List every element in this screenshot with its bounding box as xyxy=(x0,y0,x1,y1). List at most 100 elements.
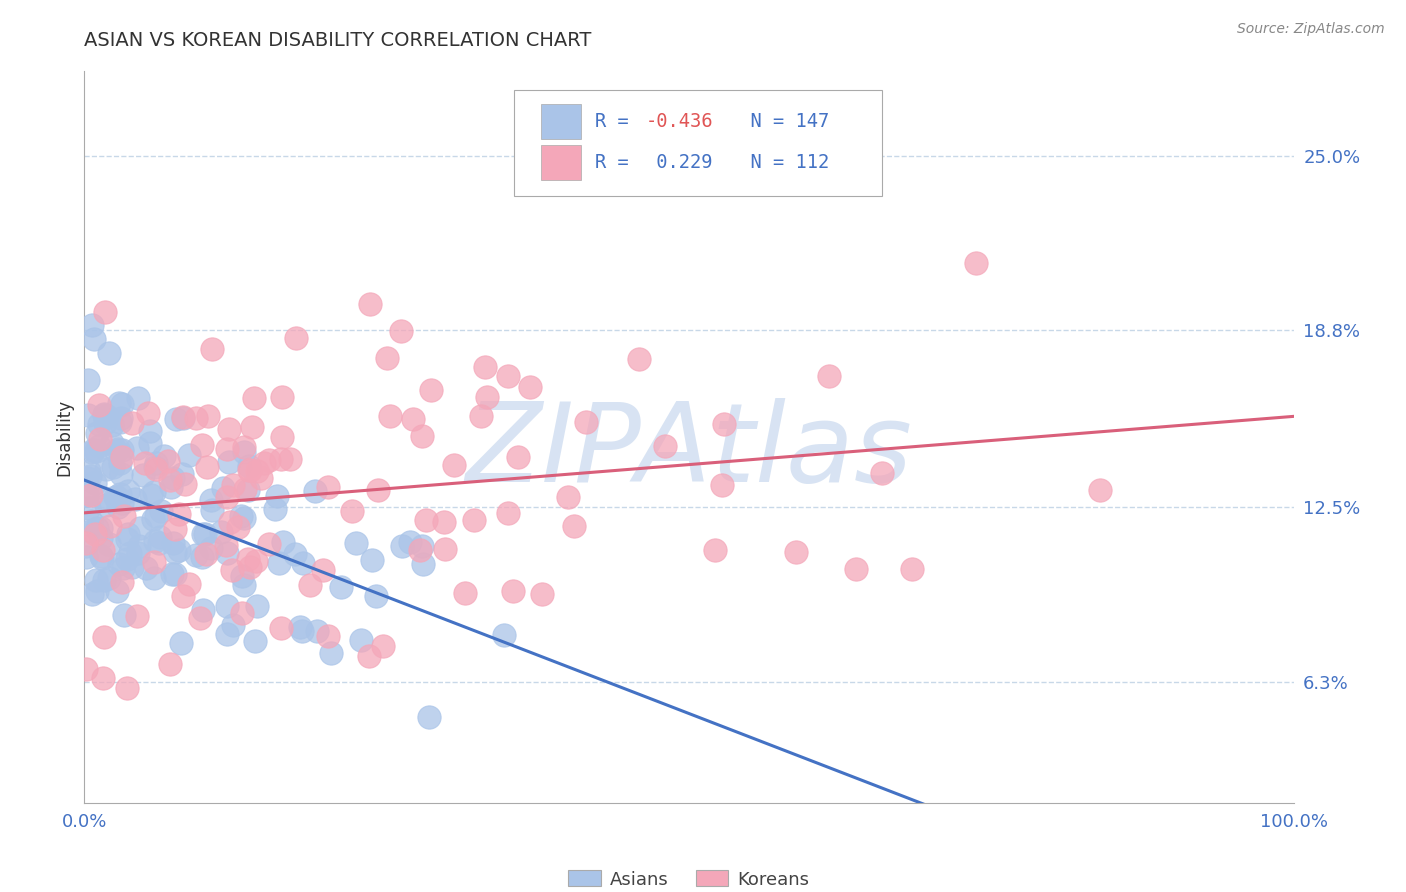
Point xyxy=(139,424,162,438)
Point xyxy=(433,516,456,530)
Point xyxy=(80,488,103,502)
Point xyxy=(125,441,148,455)
Point xyxy=(215,442,238,456)
Point xyxy=(304,484,326,499)
Point xyxy=(330,580,353,594)
Point xyxy=(89,433,111,447)
FancyBboxPatch shape xyxy=(541,104,581,139)
Point xyxy=(160,480,183,494)
Point xyxy=(319,646,342,660)
Point xyxy=(75,488,97,502)
Point xyxy=(226,520,249,534)
Point xyxy=(94,305,117,319)
Point xyxy=(219,515,242,529)
Point xyxy=(93,491,115,505)
Point xyxy=(165,566,187,581)
Point xyxy=(143,534,166,549)
Text: R =: R = xyxy=(595,153,640,172)
Point xyxy=(172,467,194,482)
Text: ZIPAtlas: ZIPAtlas xyxy=(465,398,912,505)
Point xyxy=(506,450,529,464)
Point xyxy=(238,459,260,474)
Point xyxy=(470,409,492,423)
Point xyxy=(453,586,475,600)
Point xyxy=(364,589,387,603)
Point xyxy=(83,332,105,346)
Point xyxy=(165,412,187,426)
Point xyxy=(191,549,214,564)
Point xyxy=(93,671,115,685)
Point xyxy=(231,569,253,583)
Point xyxy=(399,535,422,549)
Point xyxy=(156,454,179,468)
Point xyxy=(105,444,128,458)
Point xyxy=(86,521,108,535)
Point xyxy=(270,430,292,444)
Point xyxy=(284,331,307,345)
Point xyxy=(257,537,280,551)
Point xyxy=(127,391,149,405)
Point xyxy=(200,492,222,507)
Point xyxy=(148,536,170,550)
Point xyxy=(162,566,184,581)
Point xyxy=(153,449,176,463)
Point xyxy=(101,436,124,450)
Point xyxy=(162,471,184,485)
Point xyxy=(170,635,193,649)
Point xyxy=(266,489,288,503)
Point xyxy=(134,456,156,470)
Point xyxy=(172,411,194,425)
Point xyxy=(215,490,238,504)
Point xyxy=(373,639,395,653)
Point xyxy=(75,662,97,676)
Point xyxy=(389,324,412,338)
Point xyxy=(112,561,135,575)
Point xyxy=(194,548,217,562)
Point xyxy=(233,440,256,454)
Point xyxy=(93,573,115,587)
Point xyxy=(96,409,118,424)
Point xyxy=(231,606,253,620)
Point xyxy=(197,460,219,475)
Point xyxy=(101,418,124,433)
Point xyxy=(845,562,868,576)
Point xyxy=(76,488,98,502)
Point xyxy=(80,318,103,333)
Point xyxy=(519,380,541,394)
Point xyxy=(145,462,167,476)
Point xyxy=(218,422,240,436)
Point xyxy=(167,543,190,558)
Point xyxy=(496,506,519,520)
Point xyxy=(367,483,389,498)
Point xyxy=(163,522,186,536)
Point xyxy=(531,587,554,601)
Text: ASIAN VS KOREAN DISABILITY CORRELATION CHART: ASIAN VS KOREAN DISABILITY CORRELATION C… xyxy=(84,31,592,50)
Point xyxy=(75,550,97,565)
Point xyxy=(299,577,322,591)
Point xyxy=(443,458,465,472)
Point xyxy=(107,442,129,456)
Point xyxy=(135,561,157,575)
Point xyxy=(136,406,159,420)
Point xyxy=(173,477,195,491)
Text: R =: R = xyxy=(595,112,640,131)
Point xyxy=(143,555,166,569)
Point xyxy=(80,444,103,458)
Point xyxy=(316,629,339,643)
Point xyxy=(271,390,294,404)
Point xyxy=(110,457,132,471)
Point xyxy=(115,552,138,566)
Point xyxy=(121,560,143,574)
Point xyxy=(233,510,256,524)
Point xyxy=(259,453,281,467)
Point xyxy=(350,633,373,648)
Point xyxy=(1088,483,1111,497)
Point xyxy=(110,487,132,501)
Point xyxy=(288,620,311,634)
Point xyxy=(215,599,238,613)
Point xyxy=(965,256,987,270)
Point xyxy=(77,374,100,388)
Point xyxy=(240,420,263,434)
Point xyxy=(246,463,269,477)
Point xyxy=(292,557,315,571)
